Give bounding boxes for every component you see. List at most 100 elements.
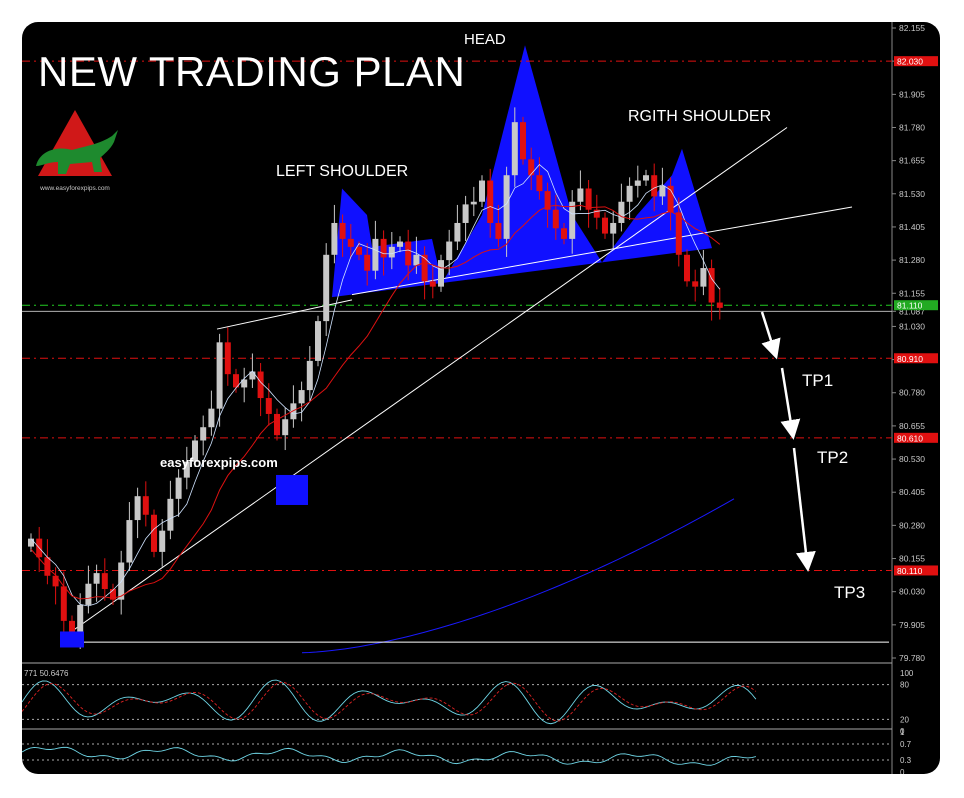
tp1-label: TP1 [802,371,833,390]
candle-body [503,175,510,239]
annotation-head: HEAD [464,31,506,48]
candle-body [331,222,338,255]
y-tick-label: 81.905 [899,89,925,99]
y-tick-label: 81.030 [899,321,925,331]
candle-body [85,583,92,605]
y-tick-label: 80.405 [899,487,925,497]
candle-body [421,254,428,282]
candle-body [585,188,592,210]
oscillator-tick-label: 0 [900,727,905,736]
candle-body [208,408,215,428]
candle-body [593,209,600,218]
candle-body [413,254,420,266]
candle-body [388,246,395,258]
candle-body [626,185,633,202]
y-tick-label: 81.087 [899,306,925,316]
candle-body [561,228,567,239]
candle-body [356,246,362,255]
candle-body [298,390,305,404]
candle-body [536,175,543,192]
candle-body [274,413,280,436]
annotation-right-shoulder: RGITH SHOULDER [628,108,771,125]
candle-body [134,496,141,521]
y-tick-label: 80.780 [899,388,925,398]
candle-body [339,222,346,239]
candle-body [446,241,453,261]
oscillator2-tick-label: 0.3 [900,756,912,765]
candle-body [249,371,256,380]
candle-body [716,302,723,308]
candle-body [511,122,518,176]
target-arrow [760,311,781,360]
candle-body [175,477,182,499]
tp2-label: TP2 [817,448,848,467]
candle-body [183,461,190,478]
candle-body [708,268,715,303]
candle-body [700,268,707,287]
candle-body [290,403,297,420]
candle-body [634,180,641,186]
price-tag-label: 80.910 [897,354,923,364]
candle-body [224,342,231,375]
y-tick-label: 81.405 [899,222,925,232]
y-tick-label: 79.905 [899,620,925,630]
candle-body [159,530,166,552]
y-tick-label: 81.280 [899,255,925,265]
ma-mid-line [30,204,721,600]
candle-body [454,222,461,242]
candle-body [167,498,174,531]
target-arrow [792,447,816,572]
pivot-marker [276,474,308,505]
y-tick-label: 80.530 [899,454,925,464]
tp3-label: TP3 [834,583,865,602]
candlestick-chart: 82.155 82.030 81.905 81.780 81.655 81.530 81.4… [22,22,938,774]
oscillator2-tick-label: 1 [900,728,905,737]
right-shoulder-fill [602,148,712,263]
candle-body [610,222,617,234]
candle-body [93,573,100,584]
candle-body [667,185,674,213]
logo-text: www.easyforexpips.com [39,185,110,192]
candle-body [216,342,223,409]
price-tag [894,300,938,311]
page-title: NEW TRADING PLAN [38,48,466,95]
y-tick-label: 81.655 [899,156,925,166]
annotation-left-shoulder: LEFT SHOULDER [276,163,408,180]
price-tag [894,353,938,364]
candle-body [257,371,264,399]
candle-body [602,217,608,234]
oscillator2-line [22,746,757,766]
candle-body [487,180,494,223]
y-tick-label: 80.280 [899,520,925,530]
candle-body [44,557,51,576]
oscillator-header: 771 50.6476 [24,669,69,678]
candle-body [282,419,289,436]
candle-body [126,520,133,563]
candle-body [405,241,412,266]
price-tag-label: 80.610 [897,433,923,443]
candle-body [544,191,551,210]
candle-body [520,122,526,160]
candle-body [28,538,34,547]
chart-frame: 82.155 82.030 81.905 81.780 81.655 81.530 81.4… [22,22,940,774]
oscillator-tick-label: 80 [900,681,909,690]
target-arrow [780,367,801,440]
candle-body [233,374,239,388]
candle-body [692,281,699,287]
candle-body [69,620,75,635]
left-shoulder-fill [332,188,442,298]
candle-body [151,514,157,552]
candle-body [675,212,682,255]
price-tag-label: 81.110 [897,301,923,311]
candle-body [200,427,207,441]
price-tag [894,565,938,576]
candle-body [347,238,354,247]
candle-body [470,201,477,205]
candle-body [659,185,666,197]
candle-body [552,209,559,229]
candle-body [364,254,371,271]
price-tag [894,56,938,67]
candle-body [315,321,321,361]
candle-body [372,238,379,271]
ma-fast-line [30,164,721,607]
